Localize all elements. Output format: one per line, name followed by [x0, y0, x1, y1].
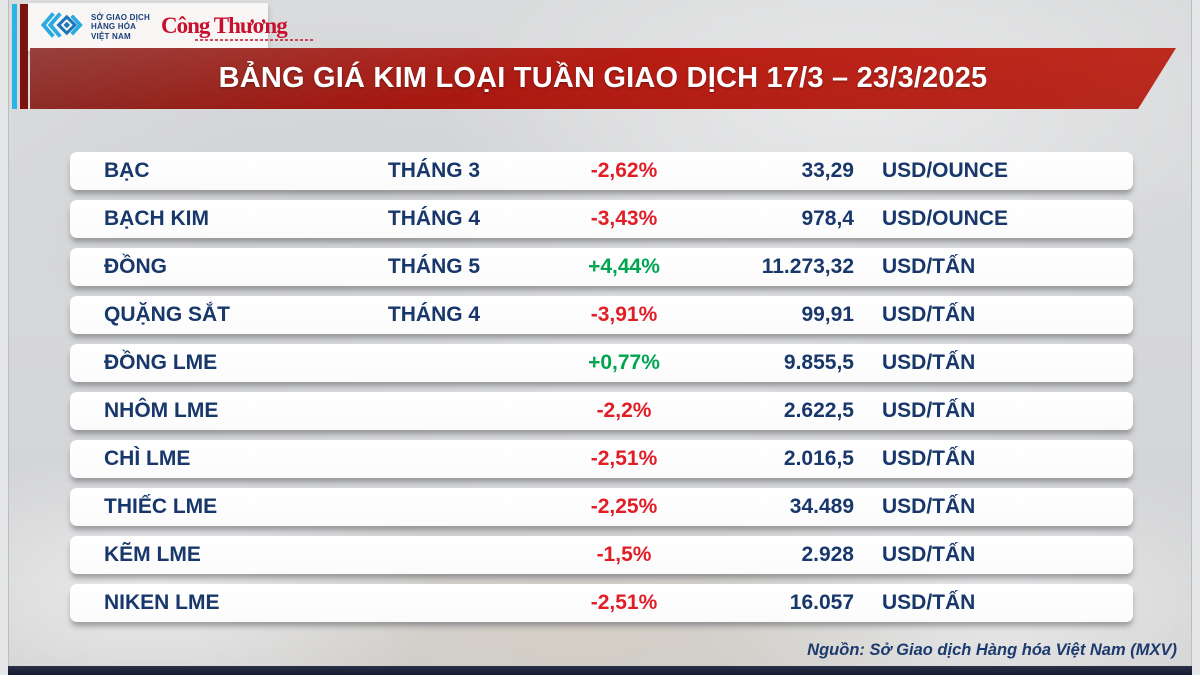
price-value: 11.273,32	[761, 255, 854, 278]
contract-month: THÁNG 4	[387, 207, 481, 230]
price-unit: USD/TẤN	[882, 447, 976, 470]
metal-name: ĐỒNG LME	[104, 351, 218, 374]
price-unit: USD/TẤN	[882, 591, 976, 614]
price-value: 34.489	[789, 495, 854, 518]
change-percent: -3,43%	[590, 207, 658, 230]
contract-month: THÁNG 5	[387, 255, 481, 278]
contract-month: THÁNG 4	[387, 303, 481, 326]
change-percent: -1,5%	[596, 543, 652, 566]
source-credit: Nguồn: Sở Giao dịch Hàng hóa Việt Nam (M…	[807, 641, 1177, 659]
price-value: 978,4	[801, 207, 854, 230]
metal-name: NIKEN LME	[104, 591, 220, 614]
left-accent-maroon-bar	[20, 4, 28, 109]
table-row: KẼM LME -1,5% 2.928 USD/TẤN	[70, 536, 1133, 574]
table-row: BẠCH KIM THÁNG 4 -3,43% 978,4 USD/OUNCE	[70, 200, 1133, 238]
mxv-text-line2: HÀNG HÓA	[91, 22, 137, 32]
metal-name: BẠCH KIM	[104, 207, 209, 230]
price-value: 99,91	[801, 303, 854, 326]
bottom-navy-bar	[8, 666, 1192, 675]
mxv-logo-text: SỞ GIAO DỊCH HÀNG HÓA VIỆT NAM	[91, 13, 150, 42]
price-value: 2.622,5	[783, 399, 854, 422]
mxv-text-line1: SỞ GIAO DỊCH	[91, 12, 151, 22]
price-unit: USD/TẤN	[882, 543, 976, 566]
price-table: BẠC THÁNG 3 -2,62% 33,29 USD/OUNCE BẠCH …	[70, 152, 1133, 632]
title-banner: BẢNG GIÁ KIM LOẠI TUẦN GIAO DỊCH 17/3 – …	[30, 48, 1176, 109]
metal-name: THIẾC LME	[104, 495, 218, 518]
metal-name: BẠC	[104, 159, 150, 182]
congthuong-logo-text: Công Thương	[161, 12, 288, 38]
left-accent-cyan-bar	[12, 4, 17, 109]
price-unit: USD/TẤN	[882, 255, 976, 278]
change-percent: -2,51%	[590, 591, 658, 614]
price-value: 16.057	[789, 591, 854, 614]
metal-name: NHÔM LME	[104, 399, 219, 422]
table-row: ĐỒNG LME +0,77% 9.855,5 USD/TẤN	[70, 344, 1133, 382]
mxv-logo-icon	[38, 9, 84, 46]
price-value: 2.928	[801, 543, 854, 566]
price-value: 9.855,5	[783, 351, 854, 374]
change-percent: +0,77%	[588, 351, 660, 374]
table-row: NHÔM LME -2,2% 2.622,5 USD/TẤN	[70, 392, 1133, 430]
logo-card: SỞ GIAO DỊCH HÀNG HÓA VIỆT NAM Công Thươ…	[28, 3, 316, 51]
price-unit: USD/TẤN	[882, 399, 976, 422]
price-value: 2.016,5	[783, 447, 854, 470]
change-percent: -2,62%	[590, 159, 658, 182]
table-row: ĐỒNG THÁNG 5 +4,44% 11.273,32 USD/TẤN	[70, 248, 1133, 286]
congthuong-logo-tagline	[195, 38, 316, 41]
change-percent: -2,2%	[596, 399, 652, 422]
table-row: QUẶNG SẮT THÁNG 4 -3,91% 99,91 USD/TẤN	[70, 296, 1133, 334]
price-unit: USD/TẤN	[882, 495, 976, 518]
change-percent: -2,25%	[590, 495, 658, 518]
page-title: BẢNG GIÁ KIM LOẠI TUẦN GIAO DỊCH 17/3 – …	[218, 62, 988, 94]
price-unit: USD/OUNCE	[882, 159, 1009, 182]
table-row: BẠC THÁNG 3 -2,62% 33,29 USD/OUNCE	[70, 152, 1133, 190]
change-percent: +4,44%	[588, 255, 660, 278]
price-value: 33,29	[801, 159, 854, 182]
metal-name: QUẶNG SẮT	[104, 303, 230, 326]
contract-month: THÁNG 3	[387, 159, 481, 182]
change-percent: -2,51%	[590, 447, 658, 470]
mxv-text-line3: VIỆT NAM	[91, 31, 131, 41]
metal-name: KẼM LME	[104, 543, 201, 566]
price-unit: USD/TẤN	[882, 351, 976, 374]
metal-name: ĐỒNG	[104, 255, 167, 278]
table-row: NIKEN LME -2,51% 16.057 USD/TẤN	[70, 584, 1133, 622]
table-row: THIẾC LME -2,25% 34.489 USD/TẤN	[70, 488, 1133, 526]
table-row: CHÌ LME -2,51% 2.016,5 USD/TẤN	[70, 440, 1133, 478]
congthuong-logo: Công Thương	[161, 12, 316, 41]
price-unit: USD/TẤN	[882, 303, 976, 326]
change-percent: -3,91%	[590, 303, 658, 326]
metal-name: CHÌ LME	[104, 447, 191, 470]
price-unit: USD/OUNCE	[882, 207, 1009, 230]
